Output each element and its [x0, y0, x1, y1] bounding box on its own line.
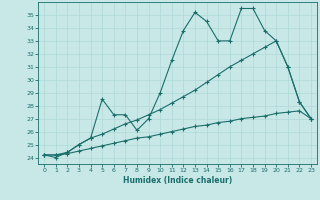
X-axis label: Humidex (Indice chaleur): Humidex (Indice chaleur) — [123, 176, 232, 185]
